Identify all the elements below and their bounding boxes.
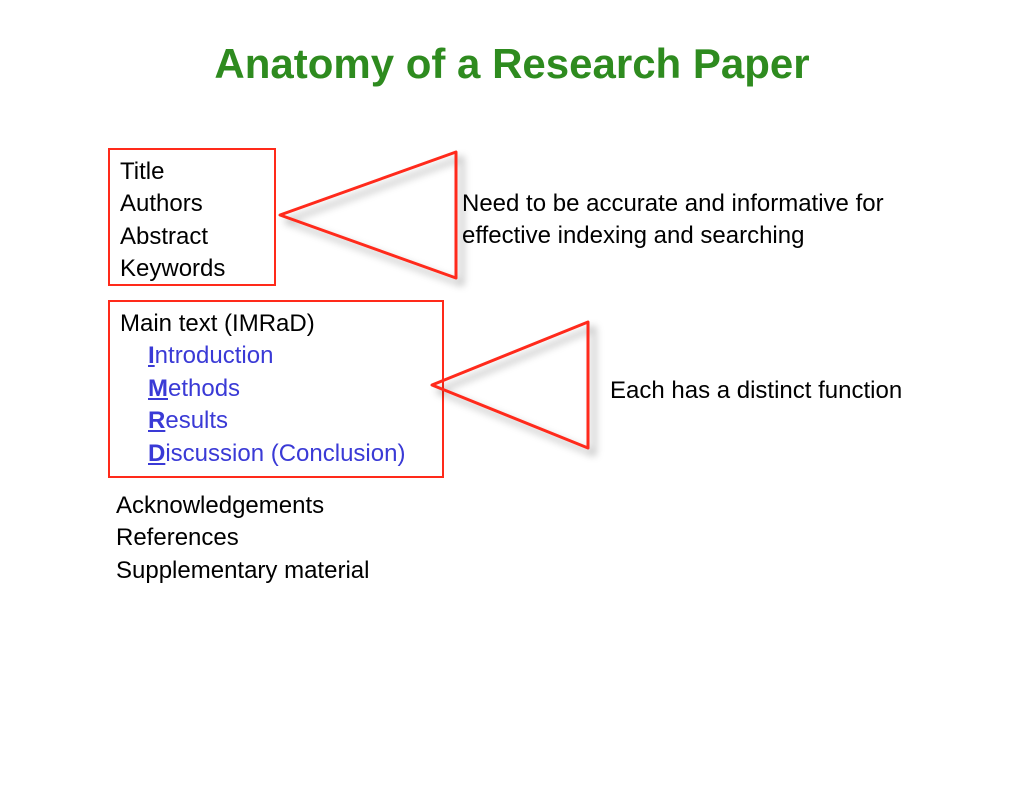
header-fields-box: Title Authors Abstract Keywords — [108, 148, 276, 286]
imrad-rest-1: ethods — [168, 375, 240, 402]
box1-line-0: Title — [120, 156, 264, 188]
imrad-lead-3: D — [148, 440, 165, 467]
imrad-lead-0: I — [148, 342, 155, 369]
imrad-header: Main text (IMRaD) — [120, 308, 432, 340]
pointer-triangle-2 — [420, 310, 600, 465]
box1-line-2: Abstract — [120, 221, 264, 253]
imrad-lead-2: R — [148, 407, 165, 434]
annotation-indexing: Need to be accurate and informative for … — [462, 188, 884, 253]
imrad-item-introduction: Introduction — [120, 340, 432, 372]
imrad-lead-1: M — [148, 375, 168, 402]
pointer-triangle-1 — [268, 140, 468, 295]
imrad-rest-0: ntroduction — [155, 342, 274, 369]
footer-line-0: Acknowledgements — [116, 490, 369, 522]
imrad-item-results: Results — [120, 405, 432, 437]
annotation1-line-0: Need to be accurate and informative for — [462, 188, 884, 220]
annotation2-line-0: Each has a distinct function — [610, 375, 902, 407]
footer-sections: Acknowledgements References Supplementar… — [116, 490, 369, 587]
imrad-box: Main text (IMRaD) Introduction Methods R… — [108, 300, 444, 478]
box1-line-1: Authors — [120, 188, 264, 220]
footer-line-1: References — [116, 522, 369, 554]
slide-title: Anatomy of a Research Paper — [0, 40, 1024, 88]
imrad-rest-2: esults — [165, 407, 228, 434]
annotation1-line-1: effective indexing and searching — [462, 220, 884, 252]
imrad-item-methods: Methods — [120, 373, 432, 405]
annotation-distinct-function: Each has a distinct function — [610, 375, 902, 407]
imrad-item-discussion: Discussion (Conclusion) — [120, 438, 432, 470]
box1-line-3: Keywords — [120, 253, 264, 285]
footer-line-2: Supplementary material — [116, 555, 369, 587]
imrad-rest-3: iscussion (Conclusion) — [165, 440, 405, 467]
